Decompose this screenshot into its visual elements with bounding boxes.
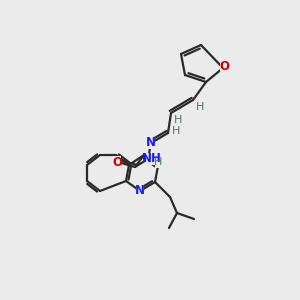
Bar [146,153,158,165]
Bar [136,185,144,197]
Text: N: N [135,184,145,197]
Bar [220,61,228,73]
Bar [154,157,161,167]
Bar [113,156,121,168]
Text: N: N [146,136,156,149]
Text: H: H [154,157,162,167]
Bar [147,137,155,149]
Bar [172,125,179,136]
Text: H: H [174,115,182,125]
Text: H: H [196,102,204,112]
Bar [175,115,182,125]
Text: NH: NH [142,152,162,166]
Bar [196,101,203,112]
Text: O: O [112,155,122,169]
Text: O: O [219,61,229,74]
Text: H: H [172,126,180,136]
